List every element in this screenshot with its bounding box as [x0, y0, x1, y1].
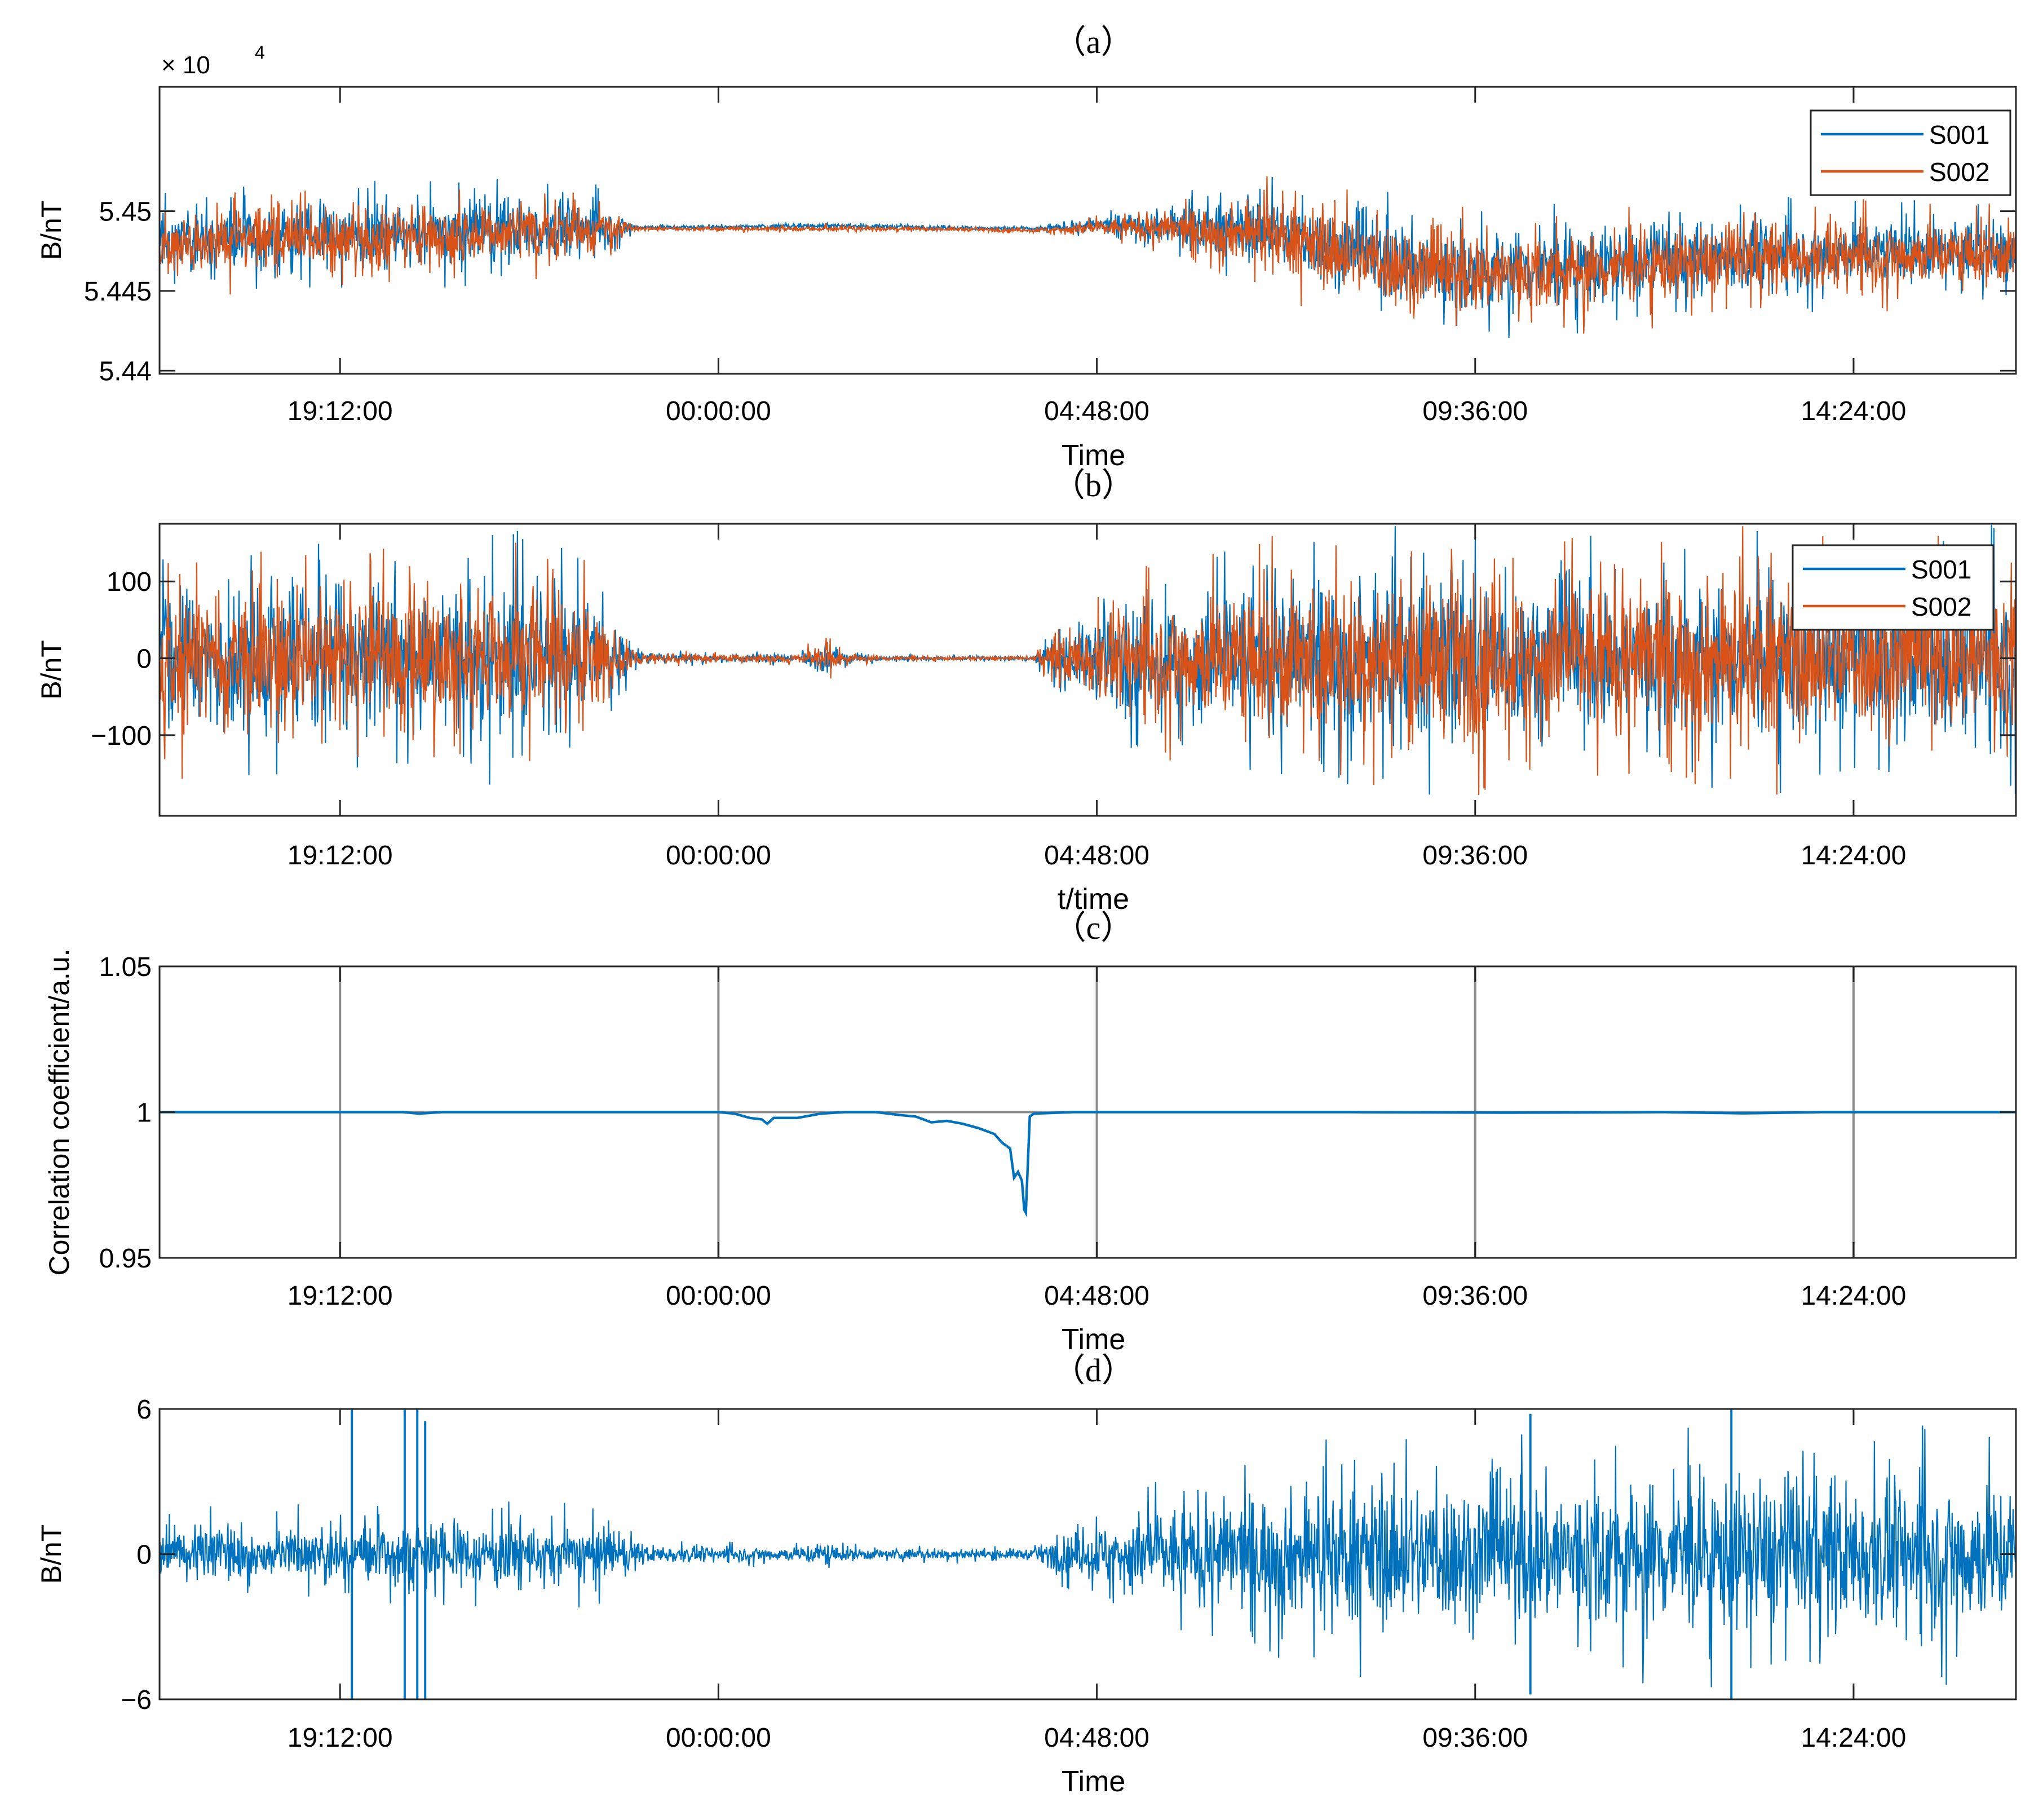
x-axis-label: t/time — [1058, 883, 1129, 916]
x-tick-label: 00:00:00 — [666, 1281, 771, 1311]
y-tick-label: −100 — [91, 721, 152, 751]
legend: S001 S002 — [1810, 109, 2011, 196]
y-tick-label: 0 — [136, 644, 152, 674]
y-tick-label: 100 — [107, 567, 152, 597]
x-tick-label: 19:12:00 — [288, 396, 393, 426]
panel-d: 19:12:00 00:00:00 04:48:00 09:36:00 14:24:00… — [36, 1352, 2017, 1798]
x-tick-label: 09:36:00 — [1422, 841, 1528, 871]
legend-box — [1810, 109, 2011, 196]
x-tick-label: 14:24:00 — [1801, 841, 1907, 871]
x-tick-label: 00:00:00 — [666, 1723, 771, 1753]
series-line-S002 — [160, 176, 2016, 334]
panel-a: 19:12:00 00:00:00 04:48:00 09:36:00 14:24:00… — [36, 24, 2017, 472]
panel-title: （a） — [1054, 24, 1134, 60]
x-tick-label: 09:36:00 — [1422, 1281, 1528, 1311]
y-tick-label: 5.44 — [99, 356, 152, 386]
series-line-S001 — [160, 1111, 2016, 1218]
axes-box — [158, 86, 2017, 375]
exponent-label: × 10 — [161, 51, 210, 79]
series-line-S001 — [160, 176, 2016, 338]
x-tick-label: 19:12:00 — [288, 1281, 393, 1311]
panels: 19:12:00 00:00:00 04:48:00 09:36:00 14:24:00… — [36, 24, 2017, 1798]
series-line-S001−S002 — [160, 1425, 2016, 1688]
legend: S001 S002 — [1792, 544, 1995, 631]
legend-label: S001 — [1911, 555, 1971, 584]
x-tick-label: 14:24:00 — [1801, 1281, 1907, 1311]
x-tick-label: 09:36:00 — [1422, 1723, 1528, 1753]
x-tick-label: 14:24:00 — [1801, 1723, 1907, 1753]
legend-label: S002 — [1929, 157, 1989, 187]
series-line-S002 — [160, 526, 2016, 795]
y-tick-label: 6 — [136, 1395, 152, 1425]
panel-title: （d） — [1053, 1352, 1134, 1389]
x-tick-label: 04:48:00 — [1044, 396, 1149, 426]
x-tick-label: 00:00:00 — [666, 841, 771, 871]
x-axis-label: Time — [1062, 1323, 1126, 1356]
y-tick-label: −6 — [121, 1685, 152, 1715]
panel-title: （c） — [1054, 909, 1134, 946]
panel-b: 19:12:00 00:00:00 04:48:00 09:36:00 14:24:00… — [36, 467, 2017, 916]
legend-label: S002 — [1911, 592, 1971, 621]
legend-box — [1792, 544, 1995, 631]
plot-area — [160, 524, 2016, 795]
x-tick-label: 19:12:00 — [288, 1723, 393, 1753]
x-tick-label: 04:48:00 — [1044, 841, 1149, 871]
y-tick-label: 0 — [136, 1540, 152, 1570]
x-tick-label: 14:24:00 — [1801, 396, 1907, 426]
y-tick-label: 1 — [136, 1098, 152, 1128]
exponent-power: 4 — [255, 42, 265, 63]
y-axis-label: B/nT — [36, 1525, 67, 1584]
y-tick-label: 5.445 — [84, 277, 152, 307]
plot-area — [160, 176, 2016, 338]
y-tick-label: 0.95 — [99, 1244, 152, 1274]
x-tick-label: 00:00:00 — [666, 396, 771, 426]
plot-area — [160, 1111, 2016, 1218]
x-tick-label: 04:48:00 — [1044, 1723, 1149, 1753]
y-axis-label: Correlation coefficient/a.u. — [43, 949, 75, 1276]
x-tick-label: 09:36:00 — [1422, 396, 1528, 426]
y-axis-label: B/nT — [36, 640, 67, 700]
x-axis-label: Time — [1062, 1765, 1126, 1798]
y-tick-label: 5.45 — [99, 197, 152, 227]
x-axis-label: Time — [1062, 439, 1126, 472]
plot-area — [160, 1409, 2016, 1699]
axes-box — [158, 523, 2017, 817]
x-tick-label: 04:48:00 — [1044, 1281, 1149, 1311]
x-tick-label: 19:12:00 — [288, 841, 393, 871]
y-axis-label: B/nT — [36, 201, 67, 260]
panel-c: 19:12:00 00:00:00 04:48:00 09:36:00 14:24:00… — [43, 909, 2017, 1356]
legend-label: S001 — [1929, 120, 1989, 149]
y-tick-label: 1.05 — [99, 952, 152, 982]
panel-title: （b） — [1053, 467, 1134, 503]
